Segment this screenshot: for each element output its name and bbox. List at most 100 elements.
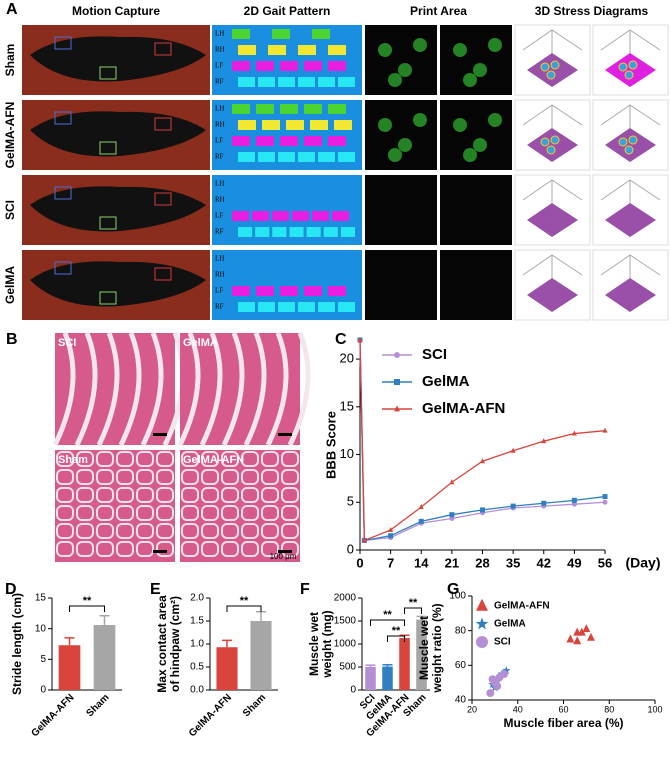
fiber-gap (201, 451, 219, 467)
gait-step (323, 227, 338, 237)
print-blob (398, 63, 412, 77)
fiber-gap (76, 451, 94, 467)
significance-label: ** (383, 609, 392, 621)
3d-peak (624, 70, 634, 80)
fiber-gap (241, 487, 259, 503)
3d-surface (527, 128, 578, 162)
fiber-gap (177, 332, 201, 447)
column-header: Print Area (410, 4, 467, 18)
panel-label: D (5, 581, 17, 598)
fiber-gap (241, 469, 259, 485)
print-blob (488, 38, 502, 52)
x-tick-label: 40 (513, 704, 523, 714)
y-tick-label: 60 (455, 660, 467, 671)
point (510, 503, 516, 509)
limb-label: LF (215, 212, 223, 220)
panel-label: F (300, 581, 310, 598)
fiber-gap (96, 523, 114, 539)
y-axis-label: weight (mg) (320, 610, 334, 678)
significance-label: ** (83, 595, 92, 607)
fiber-gap (241, 505, 259, 521)
point (602, 427, 608, 433)
fiber-gap (156, 505, 174, 521)
paw-box (54, 186, 72, 200)
fiber-gap (118, 332, 142, 447)
y-tick-label: 100 (449, 591, 466, 602)
limb-label: RF (215, 153, 224, 161)
y-tick-label: 10 (35, 623, 47, 634)
legend-label: SCI (422, 346, 447, 363)
fiber-gap (181, 487, 199, 503)
fiber-gap (261, 505, 279, 521)
gait-step (278, 152, 295, 162)
fiber-gap (281, 523, 299, 539)
point (571, 501, 577, 507)
fiber-gap (221, 541, 239, 557)
panel-label: C (335, 331, 347, 348)
legend-label: GelMA-AFN (422, 400, 505, 417)
point (602, 499, 608, 505)
3d-surface (605, 128, 656, 162)
fiber-gap (96, 469, 114, 485)
print-blob (453, 118, 467, 132)
x-tick-label: 49 (567, 555, 581, 570)
gait-step (232, 61, 250, 71)
series-line (359, 339, 606, 542)
fiber-gap (76, 541, 94, 557)
point (480, 458, 485, 464)
fiber-gap (116, 487, 134, 503)
gait-step (238, 45, 256, 55)
print-image (440, 250, 512, 320)
point (475, 617, 489, 630)
gait-step (298, 77, 315, 87)
gait-step (256, 136, 274, 146)
print-image (440, 25, 512, 95)
limb-label: RF (215, 228, 224, 236)
print-blob (463, 73, 477, 87)
legend-label: SCI (494, 637, 511, 648)
y-tick-label: 5 (347, 494, 354, 509)
y-tick-label: 2.0 (190, 593, 204, 604)
gait-step (298, 302, 315, 312)
3d-surface (527, 278, 578, 312)
fiber-gap (116, 469, 134, 485)
print-blob (388, 148, 402, 162)
point (449, 479, 455, 485)
fiber-gap (241, 523, 259, 539)
print-image (365, 250, 437, 320)
y-tick-label: 0.5 (190, 662, 204, 673)
paw-box (54, 111, 72, 125)
gait-step (298, 152, 315, 162)
bar (250, 621, 272, 690)
gait-step (238, 227, 253, 237)
paw-box (54, 261, 72, 275)
significance-label: ** (240, 595, 249, 607)
fiber-gap (96, 487, 114, 503)
fiber-gap (221, 505, 239, 521)
point (394, 379, 400, 385)
y-axis-label: Muscle wet (307, 612, 321, 676)
3d-peak (628, 60, 638, 70)
print-image (365, 175, 437, 245)
gait-step (286, 120, 304, 130)
fiber-gap (156, 541, 174, 557)
y-tick-label: 0 (347, 541, 354, 556)
fiber-gap (136, 451, 154, 467)
histology-image (180, 450, 300, 562)
y-tick-label: 80 (455, 625, 467, 636)
column-header: Motion Capture (72, 4, 160, 18)
fiber-gap (281, 505, 299, 521)
scale-bar (278, 433, 292, 436)
fiber-gap (261, 523, 279, 539)
3d-surface (527, 53, 578, 87)
gait-step (304, 286, 322, 296)
x-tick-label: 28 (475, 555, 489, 570)
point (573, 627, 582, 636)
gait-step (252, 211, 269, 221)
fiber-gap (261, 487, 279, 503)
3d-peak (540, 137, 550, 147)
gait-step (278, 302, 295, 312)
row-label: Sham (3, 44, 17, 77)
row-label: GelMA-AFN (3, 102, 17, 169)
fiber-gap (243, 332, 267, 447)
